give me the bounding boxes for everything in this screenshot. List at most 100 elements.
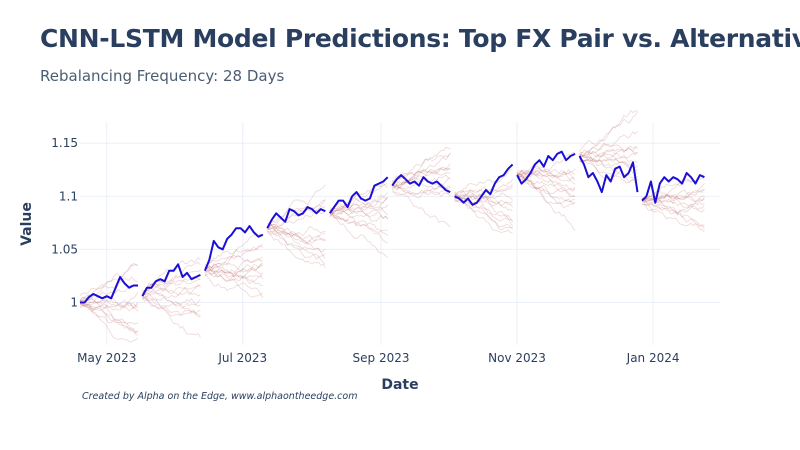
alternative-pair-line	[79, 297, 139, 312]
credit-note: Created by Alpha on the Edge, www.alphao…	[82, 391, 358, 402]
alternative-pair-line	[516, 168, 576, 177]
alternative-pair-line	[267, 227, 326, 266]
alternative-pair-line	[579, 155, 638, 175]
alternative-pair-line	[579, 153, 638, 169]
alternative-pair-line	[579, 142, 638, 157]
alternative-pair-line	[142, 282, 201, 296]
x-tick-label: Jul 2023	[217, 351, 267, 365]
alternative-pair-line	[79, 302, 139, 325]
alternative-pair-line	[579, 149, 638, 159]
alternative-pair-line	[392, 169, 451, 188]
alternative-pair-line	[454, 194, 513, 208]
alternative-pair-line	[516, 167, 576, 176]
x-tick-label: May 2023	[77, 351, 136, 365]
alternative-pair-line	[142, 262, 201, 295]
alternative-pair-line	[267, 199, 326, 231]
alternative-pair-line	[267, 227, 326, 245]
alternative-pair-line	[391, 147, 451, 182]
y-tick-label: 1.1	[59, 189, 78, 203]
alternative-pair-line	[454, 192, 513, 229]
top-pair-line	[203, 225, 264, 272]
alternative-pairs	[79, 109, 705, 343]
alternative-pair-line	[266, 223, 326, 237]
alternative-pair-line	[266, 184, 326, 228]
alternative-pair-line	[329, 182, 388, 212]
top-pair-line	[391, 174, 451, 194]
alternative-pair-line	[329, 210, 388, 244]
alternative-pair-line	[516, 168, 576, 182]
alternative-pair-line	[454, 196, 513, 212]
alternative-pair-line	[641, 188, 705, 202]
alternative-pair-line	[329, 196, 388, 214]
alternative-pair-line	[142, 287, 201, 299]
alternative-pair-line	[267, 231, 326, 269]
alternative-pair-line	[267, 222, 326, 260]
alternative-pair-line	[204, 233, 264, 266]
x-axis-title: Date	[381, 377, 418, 393]
top-pair-line	[641, 172, 705, 204]
alternative-pair-line	[579, 153, 638, 163]
alternative-pair-line	[579, 156, 638, 171]
alternative-pair-line	[204, 264, 263, 278]
alternative-pair-line	[267, 230, 326, 253]
alternative-pair-line	[641, 196, 705, 213]
alternative-pair-line	[79, 262, 139, 302]
alternative-pair-line	[641, 195, 705, 206]
chart-subtitle: Rebalancing Frequency: 28 Days	[40, 67, 285, 85]
alternative-pair-line	[204, 267, 264, 279]
alternative-pair-line	[579, 109, 638, 158]
alternative-pair-line	[392, 184, 451, 195]
alternative-pair-line	[641, 189, 705, 202]
alternative-pair-line	[391, 175, 451, 190]
alternative-pair-line	[454, 186, 513, 202]
alternative-pair-line	[454, 178, 513, 200]
alternative-pair-line	[79, 299, 139, 312]
top-pair-line	[578, 155, 639, 194]
y-tick-label: 1.05	[51, 242, 78, 256]
top-pair-line	[80, 276, 138, 304]
alternative-pair-line	[79, 303, 139, 334]
top-pair-line	[454, 163, 514, 206]
alternative-pair-line	[391, 183, 451, 195]
y-axis-title: Value	[19, 202, 35, 246]
alternative-pair-line	[516, 171, 576, 181]
top-pair-line	[266, 206, 326, 229]
alternative-pair-line	[204, 274, 264, 298]
alternative-pair-line	[204, 256, 264, 281]
alternative-pair-line	[329, 192, 389, 216]
alternative-pair-line	[641, 196, 705, 227]
alternative-pair-line	[204, 263, 264, 278]
alternative-pair-line	[329, 206, 389, 222]
alternative-pair-line	[204, 265, 264, 285]
alternative-pair-line	[329, 211, 389, 223]
y-tick-label: 1	[70, 296, 78, 310]
alternative-pair-line	[142, 295, 201, 317]
alternative-pair-line	[579, 131, 638, 155]
alternative-pair-line	[579, 145, 638, 158]
alternative-pair-line	[391, 152, 451, 188]
x-tick-label: Sep 2023	[353, 351, 410, 365]
alternative-pair-line	[267, 227, 326, 245]
x-axis-ticks: May 2023 Jul 2023 Sep 2023 Nov 2023 Jan 2024	[77, 351, 679, 365]
alternative-pair-line	[204, 245, 264, 273]
alternative-pair-line	[329, 198, 388, 213]
alternative-pair-line	[142, 293, 201, 315]
alternative-pair-line	[579, 148, 638, 162]
alternative-pair-line	[142, 292, 201, 310]
alternative-pair-line	[454, 190, 513, 205]
alternative-pair-line	[142, 284, 201, 298]
alternative-pair-line	[204, 272, 264, 298]
alternative-pair-line	[204, 244, 264, 270]
top-pair-line	[516, 150, 576, 185]
alternative-pair-line	[204, 255, 264, 268]
alternative-pair-line	[204, 262, 264, 271]
alternative-pair-line	[266, 227, 326, 241]
alternative-pair-line	[79, 299, 139, 310]
alternative-pair-line	[517, 176, 576, 209]
alternative-pair-line	[267, 198, 326, 231]
alternative-pair-line	[204, 267, 263, 287]
alternative-pair-line	[79, 299, 139, 336]
top-pair-line	[328, 176, 389, 214]
alternative-pair-line	[641, 194, 705, 207]
